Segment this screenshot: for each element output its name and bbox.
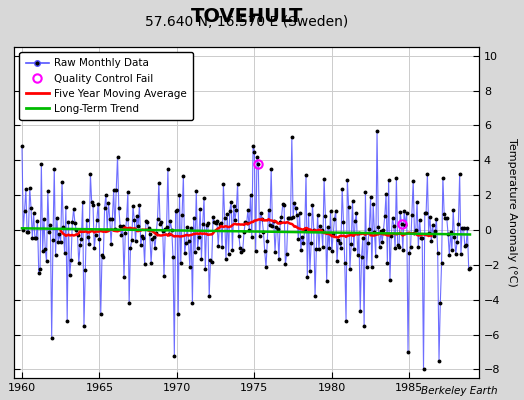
Text: 57.640 N, 16.570 E (Sweden): 57.640 N, 16.570 E (Sweden) [145,15,348,29]
Text: Berkeley Earth: Berkeley Earth [421,386,498,396]
Title: TOVEHULT: TOVEHULT [190,7,303,26]
Legend: Raw Monthly Data, Quality Control Fail, Five Year Moving Average, Long-Term Tren: Raw Monthly Data, Quality Control Fail, … [19,52,193,120]
Y-axis label: Temperature Anomaly (°C): Temperature Anomaly (°C) [507,138,517,287]
